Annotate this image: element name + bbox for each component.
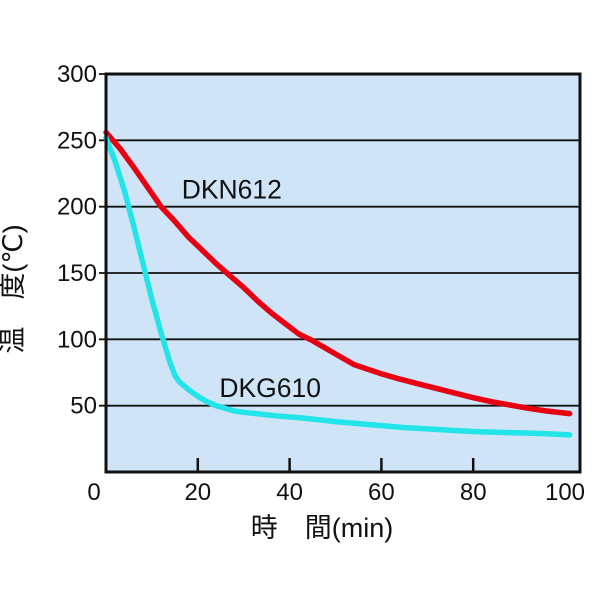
plot-border bbox=[104, 72, 582, 474]
y-tick-label-50: 50 bbox=[70, 393, 97, 420]
y-tick-label-150: 150 bbox=[57, 260, 97, 287]
x-tick-label-40: 40 bbox=[276, 479, 303, 506]
x-tick-label-20: 20 bbox=[184, 479, 211, 506]
series-label-dkn612: DKN612 bbox=[182, 175, 282, 205]
x-tick-label-0: 0 bbox=[87, 479, 100, 506]
x-axis-title: 時 間(min) bbox=[251, 513, 394, 543]
x-tick-label-80: 80 bbox=[460, 479, 487, 506]
y-tick-label-100: 100 bbox=[57, 326, 97, 353]
x-tick-label-100: 100 bbox=[545, 479, 585, 506]
y-tick-label-200: 200 bbox=[57, 194, 97, 221]
series-line-dkg610 bbox=[103, 134, 573, 438]
x-tick-label-60: 60 bbox=[368, 479, 395, 506]
series-label-dkg610: DKG610 bbox=[219, 373, 321, 403]
y-tick-label-300: 300 bbox=[57, 61, 97, 88]
series-line-dkn612 bbox=[103, 129, 573, 417]
y-tick-label-250: 250 bbox=[57, 127, 97, 154]
y-axis-title: 温 度(℃) bbox=[0, 224, 28, 353]
